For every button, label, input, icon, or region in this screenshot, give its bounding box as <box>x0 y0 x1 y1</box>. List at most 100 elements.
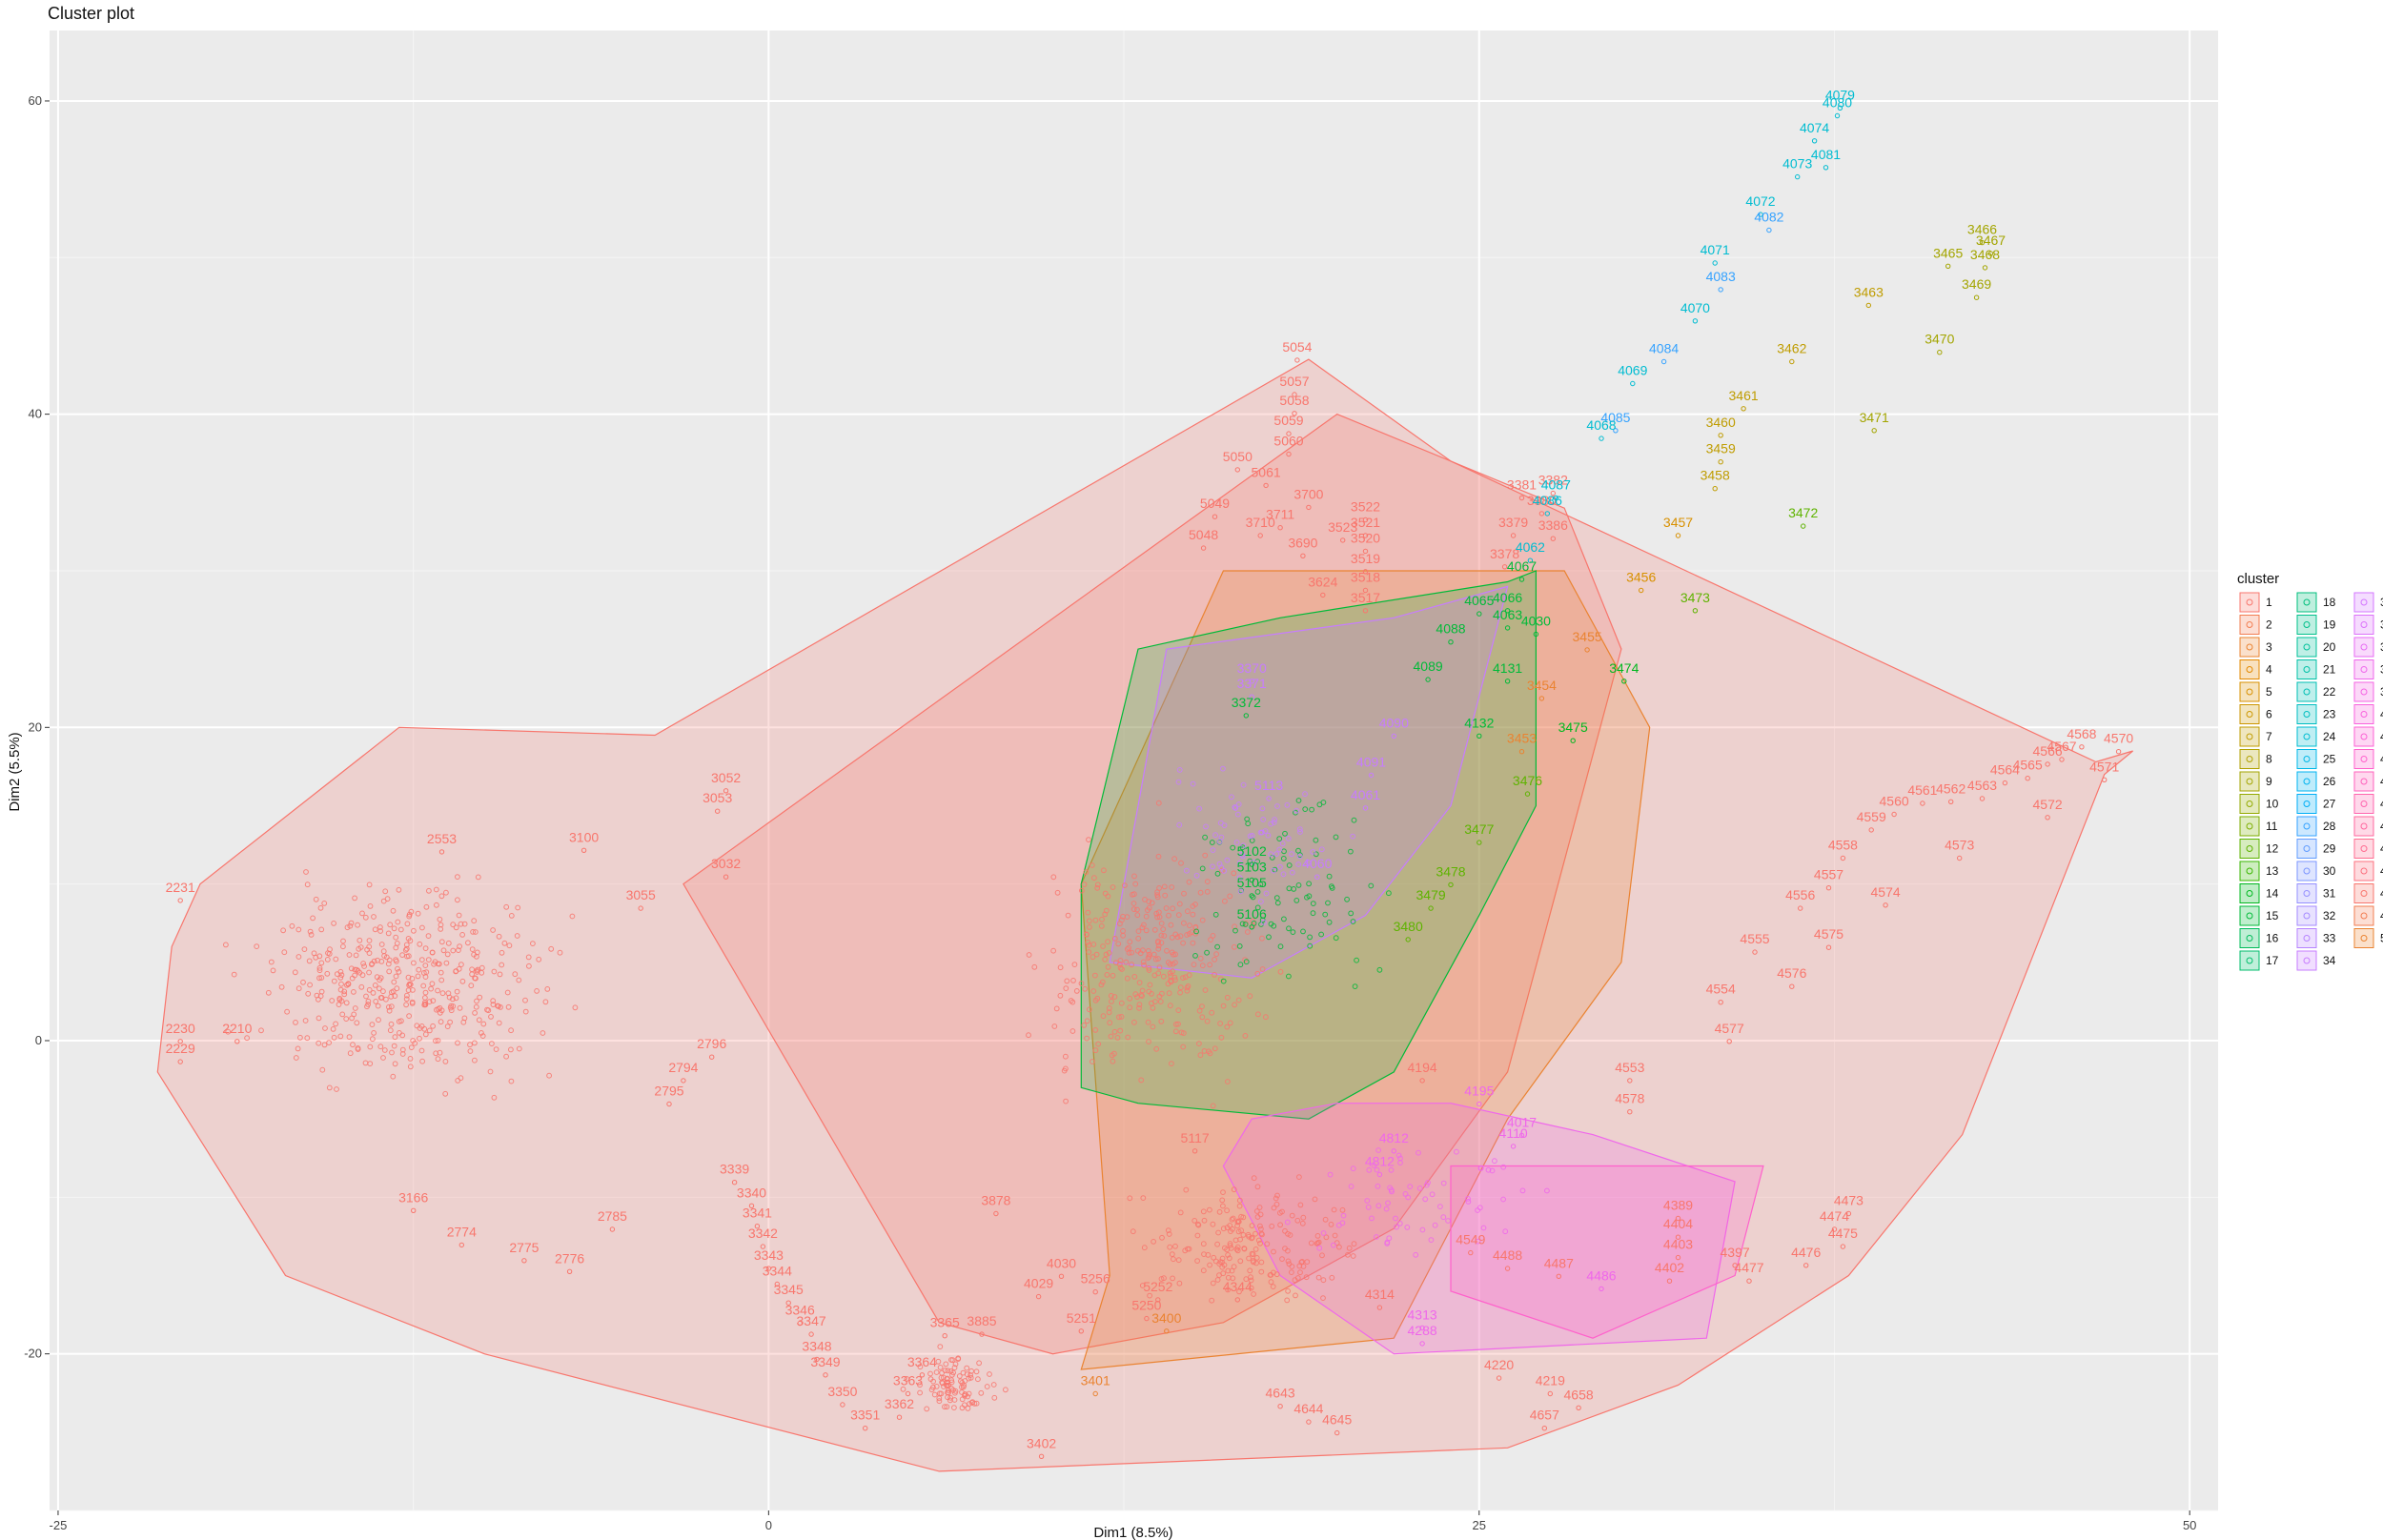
cloud-point <box>1155 956 1161 962</box>
cloud-point <box>472 1040 478 1046</box>
legend-label: 1 <box>2266 596 2272 609</box>
legend-key-42 <box>2353 749 2374 769</box>
cloud-point <box>1168 973 1173 980</box>
cloud-point <box>361 963 368 969</box>
cloud-point <box>1170 968 1175 975</box>
cloud-point <box>344 982 350 988</box>
cloud-point <box>1246 1255 1252 1262</box>
cloud-point <box>308 932 315 938</box>
point-label: 3460 <box>1706 415 1736 430</box>
cloud-point <box>1254 1214 1261 1220</box>
cloud-point <box>900 1386 906 1392</box>
x-tick-label: 0 <box>765 1518 772 1532</box>
cloud-point <box>931 1391 938 1398</box>
point-label: 4558 <box>1828 838 1858 853</box>
data-point <box>1362 608 1369 614</box>
cloud-point <box>411 960 417 966</box>
legend-symbol <box>2246 800 2253 807</box>
cloud-point <box>548 945 555 952</box>
point-label: 3473 <box>1680 590 1710 605</box>
legend-symbol <box>2360 845 2368 852</box>
legend-key-30 <box>2296 861 2317 881</box>
cloud-point <box>450 947 457 954</box>
cloud-point <box>1177 933 1184 940</box>
cloud-point <box>1220 1203 1226 1209</box>
cloud-point <box>1386 890 1392 897</box>
cloud-point <box>376 1017 381 1023</box>
cloud-point <box>1332 1232 1338 1239</box>
cloud-point <box>386 957 393 963</box>
data-point <box>1840 1244 1846 1249</box>
cloud-point <box>1268 821 1274 827</box>
cloud-point <box>231 971 237 978</box>
data-point <box>1234 467 1241 473</box>
cloud-point <box>1220 1189 1226 1195</box>
point-label: 5102 <box>1237 843 1267 859</box>
legend-key-7 <box>2239 726 2260 747</box>
point-label: 3711 <box>1266 507 1294 522</box>
cloud-point <box>1209 1009 1215 1016</box>
cloud-point <box>508 1078 515 1084</box>
cloud-point <box>1131 974 1138 980</box>
point-label: 4194 <box>1408 1060 1437 1075</box>
cloud-point <box>1350 1165 1356 1172</box>
data-point <box>1078 1328 1085 1334</box>
cloud-point <box>1166 990 1172 997</box>
cloud-point <box>417 1035 422 1042</box>
cloud-point <box>1212 911 1219 918</box>
point-label: 3690 <box>1288 535 1317 550</box>
point-label: 3100 <box>569 829 599 844</box>
cloud-point <box>393 957 399 962</box>
cloud-point <box>1250 1251 1256 1258</box>
point-label: 4553 <box>1615 1060 1644 1075</box>
cloud-point <box>1069 999 1076 1005</box>
cloud-point <box>1326 873 1333 880</box>
cloud-point <box>1251 921 1257 926</box>
cloud-point <box>1226 1255 1232 1262</box>
cloud-point <box>426 999 433 1004</box>
point-label: 5050 <box>1223 449 1253 464</box>
cloud-point <box>487 1068 494 1075</box>
cloud-point <box>1492 1158 1497 1165</box>
cloud-point <box>1293 898 1300 903</box>
data-point <box>1798 905 1803 911</box>
cloud-point <box>1293 807 1300 814</box>
data-point <box>1718 459 1723 465</box>
data-point <box>1320 592 1326 598</box>
cloud-point <box>439 990 446 997</box>
cloud-point <box>1145 955 1151 962</box>
cloud-point <box>306 958 313 964</box>
cloud-point <box>1117 964 1124 971</box>
cloud-point <box>1155 970 1162 977</box>
legend-key-18 <box>2296 592 2317 613</box>
cluster-hull-1 <box>682 413 1622 1355</box>
cloud-point <box>1166 1231 1172 1237</box>
cloud-point <box>386 1007 393 1014</box>
cloud-point <box>1107 1020 1113 1026</box>
cloud-point <box>438 893 445 900</box>
point-label: 3052 <box>711 770 741 785</box>
legend-key-3 <box>2239 637 2260 658</box>
cloud-point <box>1171 856 1177 862</box>
cloud-point <box>1167 1244 1173 1250</box>
cloud-point <box>399 1046 406 1053</box>
point-label: 3479 <box>1416 887 1446 902</box>
cloud-point <box>1254 970 1261 977</box>
legend-symbol <box>2303 890 2311 897</box>
data-point <box>1547 1390 1554 1397</box>
point-label: 3466 <box>1967 222 1997 237</box>
point-label: 4404 <box>1663 1216 1693 1231</box>
cloud-point <box>1477 1165 1484 1171</box>
point-label: 3378 <box>1490 546 1519 561</box>
cloud-point <box>1199 865 1206 872</box>
data-point <box>1518 749 1525 755</box>
cloud-point <box>475 874 481 881</box>
data-point <box>1556 1273 1562 1280</box>
cloud-point <box>468 983 475 989</box>
cloud-point <box>366 938 373 943</box>
cloud-point <box>1151 951 1157 958</box>
point-label: 3348 <box>802 1338 831 1353</box>
cloud-point <box>461 921 468 927</box>
cloud-point <box>316 975 322 982</box>
cloud-point <box>1265 832 1272 839</box>
